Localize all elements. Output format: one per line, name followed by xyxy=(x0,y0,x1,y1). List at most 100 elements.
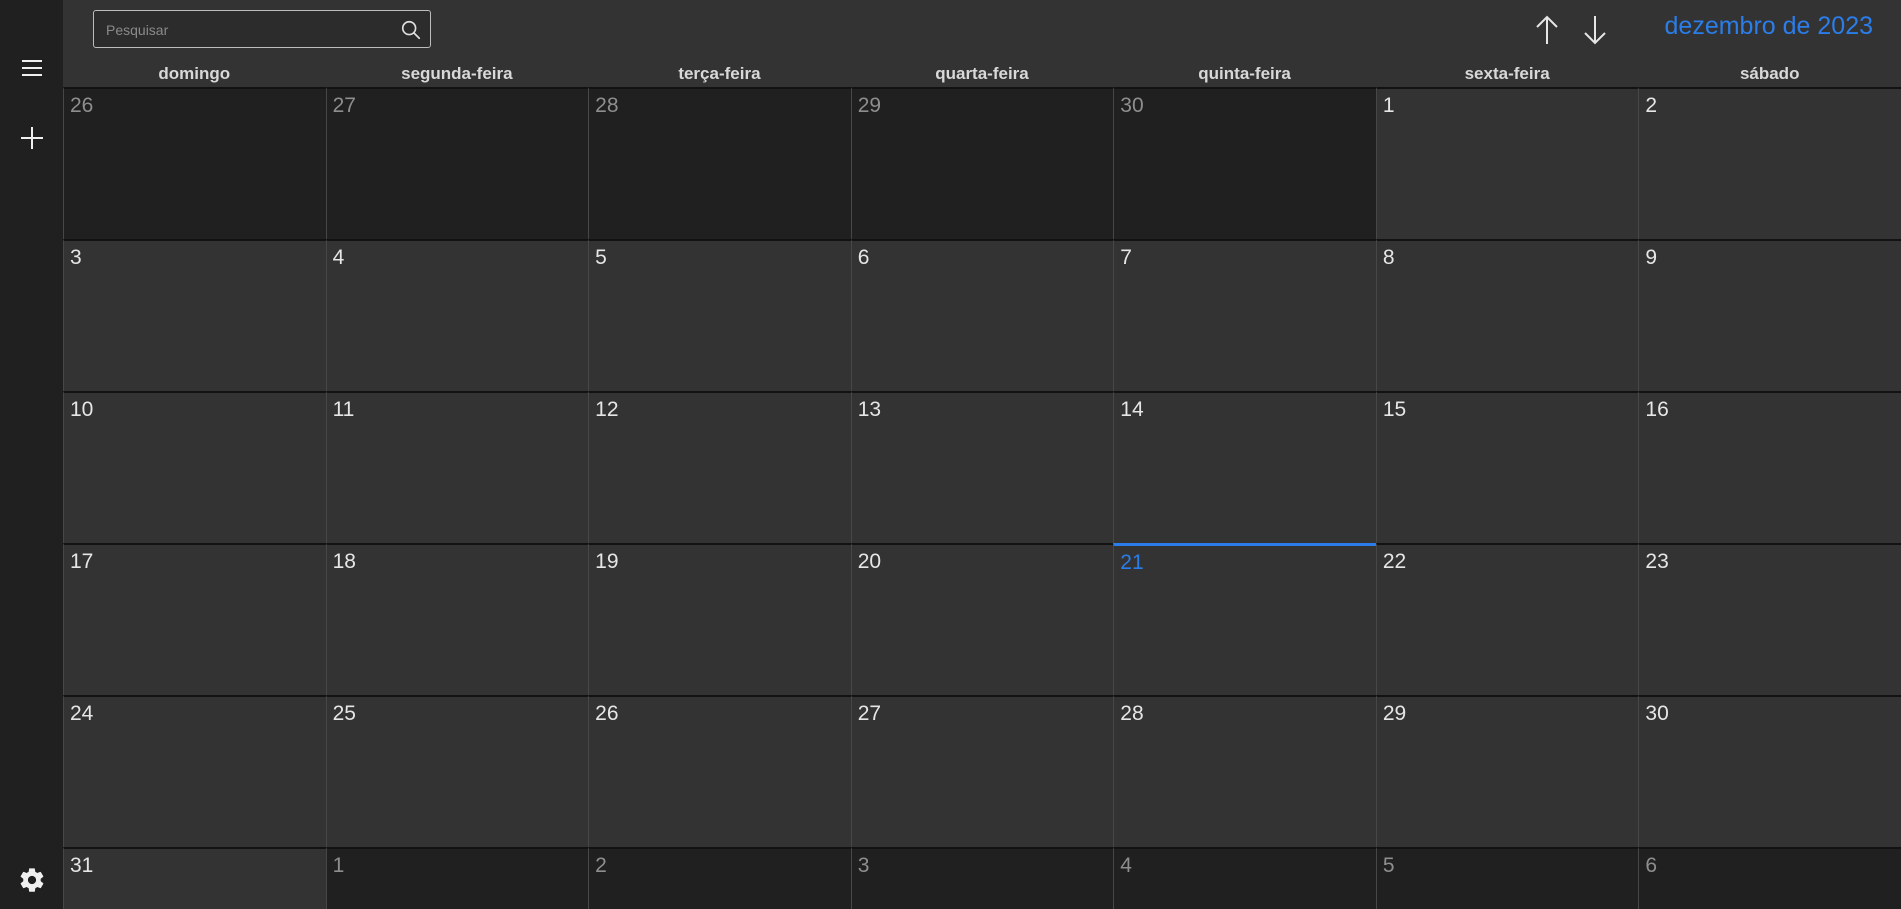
weekday-header: domingo segunda-feira terça-feira quarta-fe… xyxy=(63,60,1901,87)
search-box xyxy=(93,10,431,49)
day-number: 11 xyxy=(332,398,355,421)
day-number: 6 xyxy=(857,246,870,269)
day-cell[interactable]: 3 xyxy=(63,239,326,391)
day-cell-other-month[interactable]: 29 xyxy=(850,87,1114,239)
day-number: 29 xyxy=(857,94,882,117)
day-number: 23 xyxy=(1645,550,1669,573)
day-cell[interactable]: 29 xyxy=(1375,695,1639,847)
month-grid: 26 27 28 29 30 1 2 3 4 5 6 7 8 9 10 11 12 13 14 15 16 17 18 19 2… xyxy=(63,87,1901,909)
month-title[interactable]: dezembro de 2023 xyxy=(1664,12,1873,40)
day-cell[interactable]: 14 xyxy=(1113,391,1376,543)
day-cell[interactable]: 19 xyxy=(588,543,851,695)
day-number: 25 xyxy=(332,702,356,725)
day-number: 27 xyxy=(332,94,356,117)
day-cell[interactable]: 18 xyxy=(325,543,589,695)
weekday-label: sexta-feira xyxy=(1464,64,1550,83)
search-input[interactable] xyxy=(104,11,388,49)
day-number: 16 xyxy=(1645,398,1669,421)
day-number: 7 xyxy=(1120,246,1132,269)
day-cell[interactable]: 17 xyxy=(63,543,326,695)
hamburger-menu-icon xyxy=(21,60,42,76)
day-cell[interactable]: 30 xyxy=(1638,695,1901,847)
day-cell-other-month[interactable]: 3 xyxy=(850,847,1114,909)
menu-button[interactable] xyxy=(0,44,63,92)
day-cell[interactable]: 6 xyxy=(850,239,1114,391)
day-number: 2 xyxy=(1645,94,1658,117)
settings-button[interactable] xyxy=(0,856,63,904)
previous-month-button[interactable] xyxy=(1532,12,1562,48)
day-number: 30 xyxy=(1120,94,1144,117)
day-cell[interactable]: 27 xyxy=(850,695,1114,847)
day-cell-other-month[interactable]: 2 xyxy=(588,847,851,909)
arrow-down-icon xyxy=(1584,16,1606,45)
day-number: 4 xyxy=(332,246,345,269)
search-icon[interactable] xyxy=(400,19,422,41)
day-number: 15 xyxy=(1382,398,1407,421)
day-cell[interactable]: 20 xyxy=(850,543,1114,695)
next-month-button[interactable] xyxy=(1580,12,1610,48)
add-event-button[interactable] xyxy=(0,114,63,162)
plus-icon xyxy=(20,127,43,149)
day-number: 29 xyxy=(1382,702,1407,725)
day-cell[interactable]: 13 xyxy=(850,391,1114,543)
weekday-label: quinta-feira xyxy=(1198,64,1291,83)
day-cell-other-month[interactable]: 4 xyxy=(1113,847,1376,909)
day-number: 3 xyxy=(70,246,82,269)
day-number: 26 xyxy=(595,702,619,725)
day-number: 26 xyxy=(70,94,94,117)
day-cell-other-month[interactable]: 6 xyxy=(1638,847,1901,909)
day-cell[interactable]: 23 xyxy=(1638,543,1901,695)
day-cell-other-month[interactable]: 26 xyxy=(63,87,326,239)
day-cell[interactable]: 26 xyxy=(588,695,851,847)
day-number: 20 xyxy=(857,550,882,573)
day-number: 10 xyxy=(70,398,94,421)
day-number: 9 xyxy=(1645,246,1658,269)
day-number: 24 xyxy=(70,702,94,725)
day-cell-other-month[interactable]: 27 xyxy=(325,87,589,239)
top-bar: dezembro de 2023 xyxy=(63,0,1901,60)
day-number: 5 xyxy=(595,246,607,269)
day-number: 8 xyxy=(1382,246,1395,269)
day-number: 2 xyxy=(595,854,607,877)
day-cell[interactable]: 22 xyxy=(1375,543,1639,695)
day-number: 30 xyxy=(1645,702,1669,725)
day-number: 4 xyxy=(1120,854,1132,877)
gear-icon xyxy=(20,868,43,892)
day-cell[interactable]: 16 xyxy=(1638,391,1901,543)
day-number: 17 xyxy=(70,550,94,573)
sidebar xyxy=(0,0,63,909)
day-cell[interactable]: 2 xyxy=(1638,87,1901,239)
day-cell[interactable]: 4 xyxy=(325,239,589,391)
day-number: 1 xyxy=(332,854,345,877)
day-cell[interactable]: 5 xyxy=(588,239,851,391)
day-cell[interactable]: 9 xyxy=(1638,239,1901,391)
day-cell[interactable]: 25 xyxy=(325,695,589,847)
day-cell[interactable]: 8 xyxy=(1375,239,1639,391)
day-cell[interactable]: 31 xyxy=(63,847,326,909)
day-cell-other-month[interactable]: 28 xyxy=(588,87,851,239)
weekday-label: domingo xyxy=(158,64,231,83)
day-cell[interactable]: 12 xyxy=(588,391,851,543)
day-cell[interactable]: 10 xyxy=(63,391,326,543)
day-cell[interactable]: 11 xyxy=(325,391,589,543)
day-cell[interactable]: 28 xyxy=(1113,695,1376,847)
day-number: 5 xyxy=(1382,854,1395,877)
day-number: 19 xyxy=(595,550,619,573)
day-number: 31 xyxy=(70,854,94,877)
day-cell[interactable]: 7 xyxy=(1113,239,1376,391)
day-cell-other-month[interactable]: 1 xyxy=(325,847,589,909)
day-number: 28 xyxy=(595,94,619,117)
weekday-label: quarta-feira xyxy=(935,64,1029,83)
weekday-label: segunda-feira xyxy=(401,64,513,83)
day-cell[interactable]: 1 xyxy=(1375,87,1639,239)
day-number: 28 xyxy=(1120,702,1144,725)
day-number: 21 xyxy=(1120,551,1144,574)
day-number: 27 xyxy=(857,702,882,725)
day-number: 13 xyxy=(857,398,882,421)
day-cell-today[interactable]: 21 xyxy=(1113,543,1376,695)
day-cell-other-month[interactable]: 5 xyxy=(1375,847,1639,909)
day-cell-other-month[interactable]: 30 xyxy=(1113,87,1376,239)
day-cell[interactable]: 15 xyxy=(1375,391,1639,543)
day-cell[interactable]: 24 xyxy=(63,695,326,847)
